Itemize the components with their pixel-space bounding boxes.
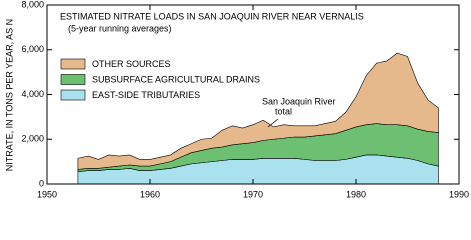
legend-label: EAST-SIDE TRIBUTARIES [92,90,200,100]
annotation: total [275,106,292,116]
legend-swatch [60,74,86,85]
y-tick-label: 8,000 [21,0,44,9]
x-tick-label: 1980 [346,189,366,199]
y-tick-label: 6,000 [21,44,44,54]
areas [77,52,439,185]
leader-line [267,118,279,128]
y-axis-label: NITRATE, IN TONS PER YEAR, AS N [4,19,14,171]
chart-subtitle: (5-year running averages) [68,23,172,33]
legend-label: SUBSURFACE AGRICULTURAL DRAINS [92,74,260,84]
y-tick-label: 0 [39,178,44,188]
legend-swatch [60,58,86,70]
x-tick-label: 1970 [243,189,263,199]
y-tick-label: 4,000 [21,89,44,99]
x-tick-label: 1950 [37,189,57,199]
area [77,52,439,170]
x-tick-label: 1990 [449,189,469,199]
x-tick-label: 1960 [140,189,160,199]
legend-swatch [60,89,86,101]
annotation: San Joaquin River [262,96,336,106]
chart-title: ESTIMATED NITRATE LOADS IN SAN JOAQUIN R… [60,11,364,21]
chart: ESTIMATED NITRATE LOADS IN SAN JOAQUIN R… [4,0,469,199]
y-tick-label: 2,000 [21,134,44,144]
legend-label: OTHER SOURCES [92,59,171,69]
